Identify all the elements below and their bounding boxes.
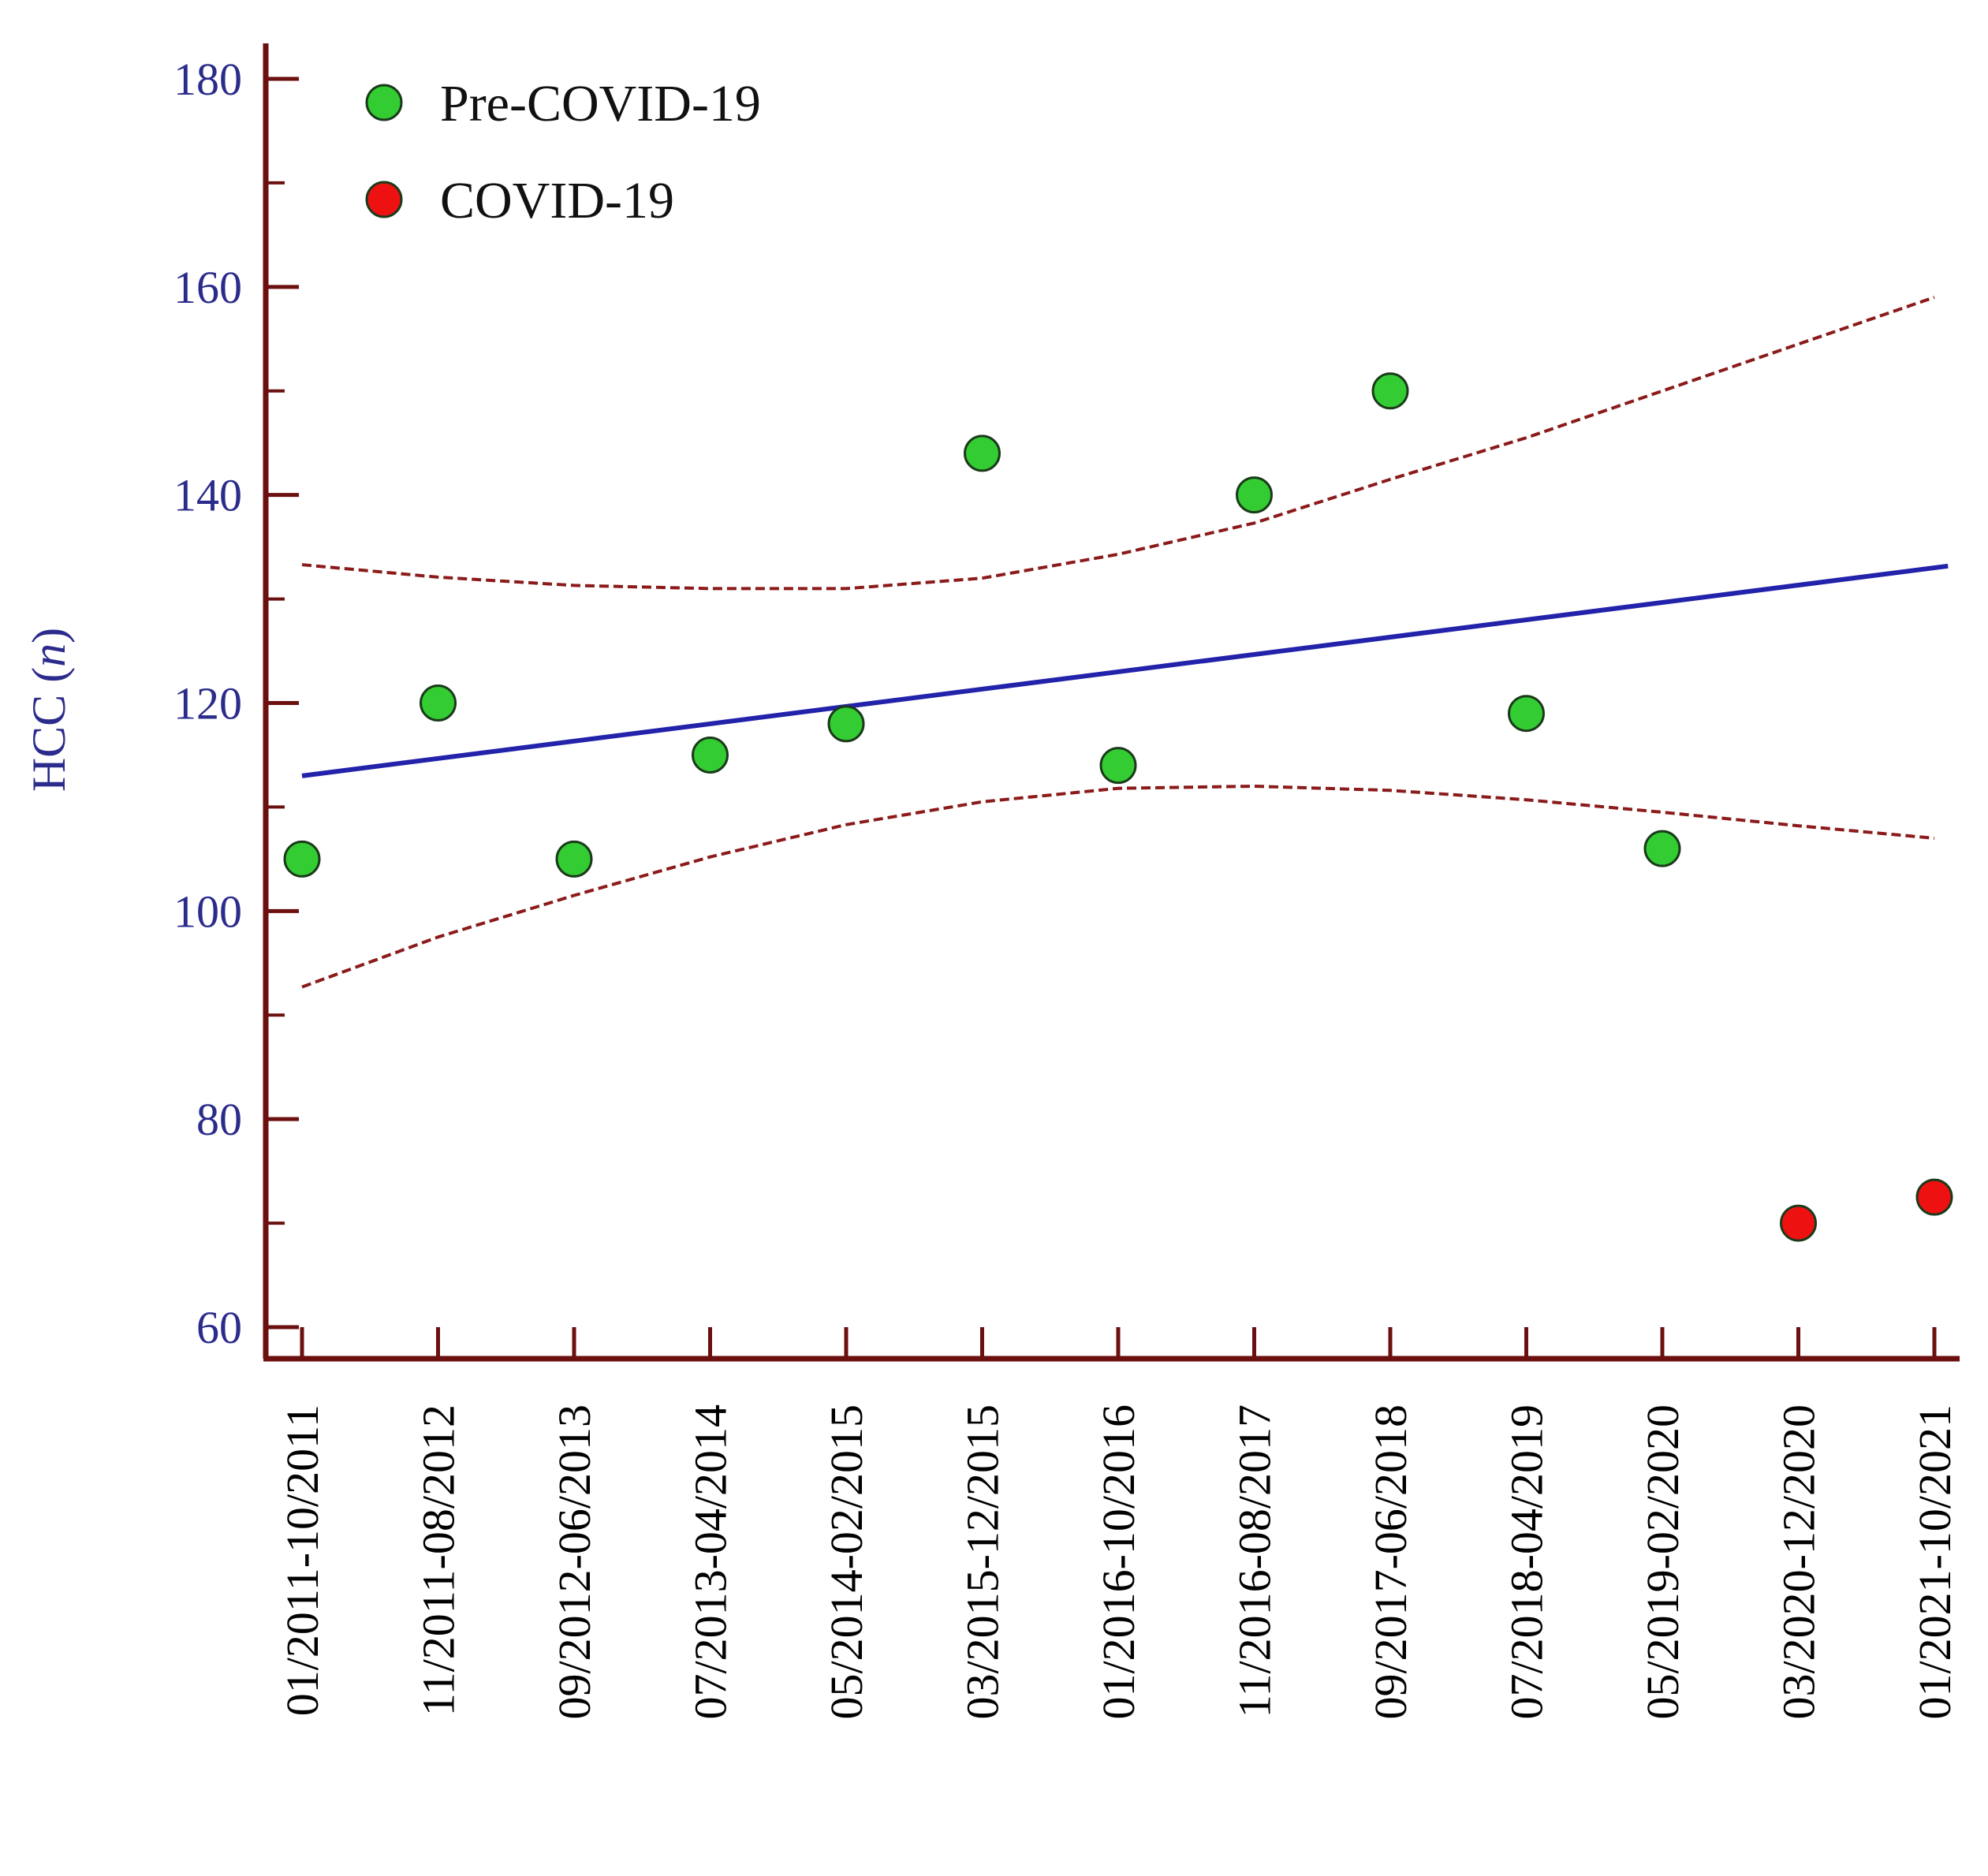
x-tick-label: 09/2017-06/2018 [1365,1404,1416,1720]
legend-marker-pre-covid-19 [365,84,403,121]
confidence-band-lower [301,784,1935,989]
data-point-covid-19 [1915,1178,1953,1216]
data-point-pre-covid-19 [420,684,457,722]
y-tick-label: 140 [173,470,242,521]
x-tick-label: 01/2016-10/2016 [1093,1404,1144,1720]
data-point-pre-covid-19 [964,435,1001,472]
data-points [283,372,1953,1242]
y-axis-label-prefix: HCC ( [23,667,75,792]
y-tick-label: 80 [196,1094,242,1145]
data-point-pre-covid-19 [283,840,321,878]
data-point-pre-covid-19 [555,840,593,878]
y-axis-label-italic: n [23,643,75,667]
x-tick-label: 03/2015-12/2015 [957,1404,1009,1720]
data-point-pre-covid-19 [692,736,729,774]
x-tick-label: 03/2020-12/2020 [1774,1404,1825,1720]
legend-label-covid-19: COVID-19 [440,172,674,229]
data-point-covid-19 [1780,1204,1817,1242]
x-tick-label: 11/2016-08/2017 [1229,1404,1281,1717]
data-point-pre-covid-19 [1643,830,1681,867]
data-point-pre-covid-19 [1099,747,1137,785]
x-tick-label: 01/2011-10/2011 [277,1404,328,1716]
x-tick-label: 01/2021-10/2021 [1909,1404,1960,1720]
confidence-band-upper [301,296,1935,591]
data-point-pre-covid-19 [1236,476,1273,514]
regression-line [301,563,1949,778]
x-tick-label: 05/2014-02/2015 [821,1404,872,1720]
data-point-pre-covid-19 [827,705,865,743]
y-tick-label: 180 [173,54,242,105]
axes: 60 80 100 120 140 160 180 01/2011-10/2011 11/201… [173,43,1960,1720]
y-tick-label: 60 [196,1302,242,1353]
x-tick-label: 07/2013-04/2014 [685,1404,737,1720]
legend-label-pre-covid-19: Pre-COVID-19 [440,75,761,132]
x-tick-label: 07/2018-04/2019 [1501,1404,1553,1720]
x-tick-label: 05/2019-02/2020 [1637,1404,1688,1720]
legend-marker-covid-19 [365,181,403,218]
confidence-band [301,296,1935,989]
data-point-pre-covid-19 [1371,372,1409,410]
x-tick-label: 09/2012-06/2013 [549,1404,600,1720]
y-tick-label: 120 [173,678,242,729]
y-tick-label: 160 [173,262,242,313]
y-axis-label-suffix: ) [23,628,75,643]
data-point-pre-covid-19 [1508,695,1545,733]
x-tick-label: 11/2011-08/2012 [413,1404,464,1716]
legend: Pre-COVID-19 COVID-19 [365,75,761,229]
regression-line-group [301,563,1949,778]
y-axis-label: HCC (n) [23,628,75,792]
y-tick-label: 100 [173,886,242,937]
